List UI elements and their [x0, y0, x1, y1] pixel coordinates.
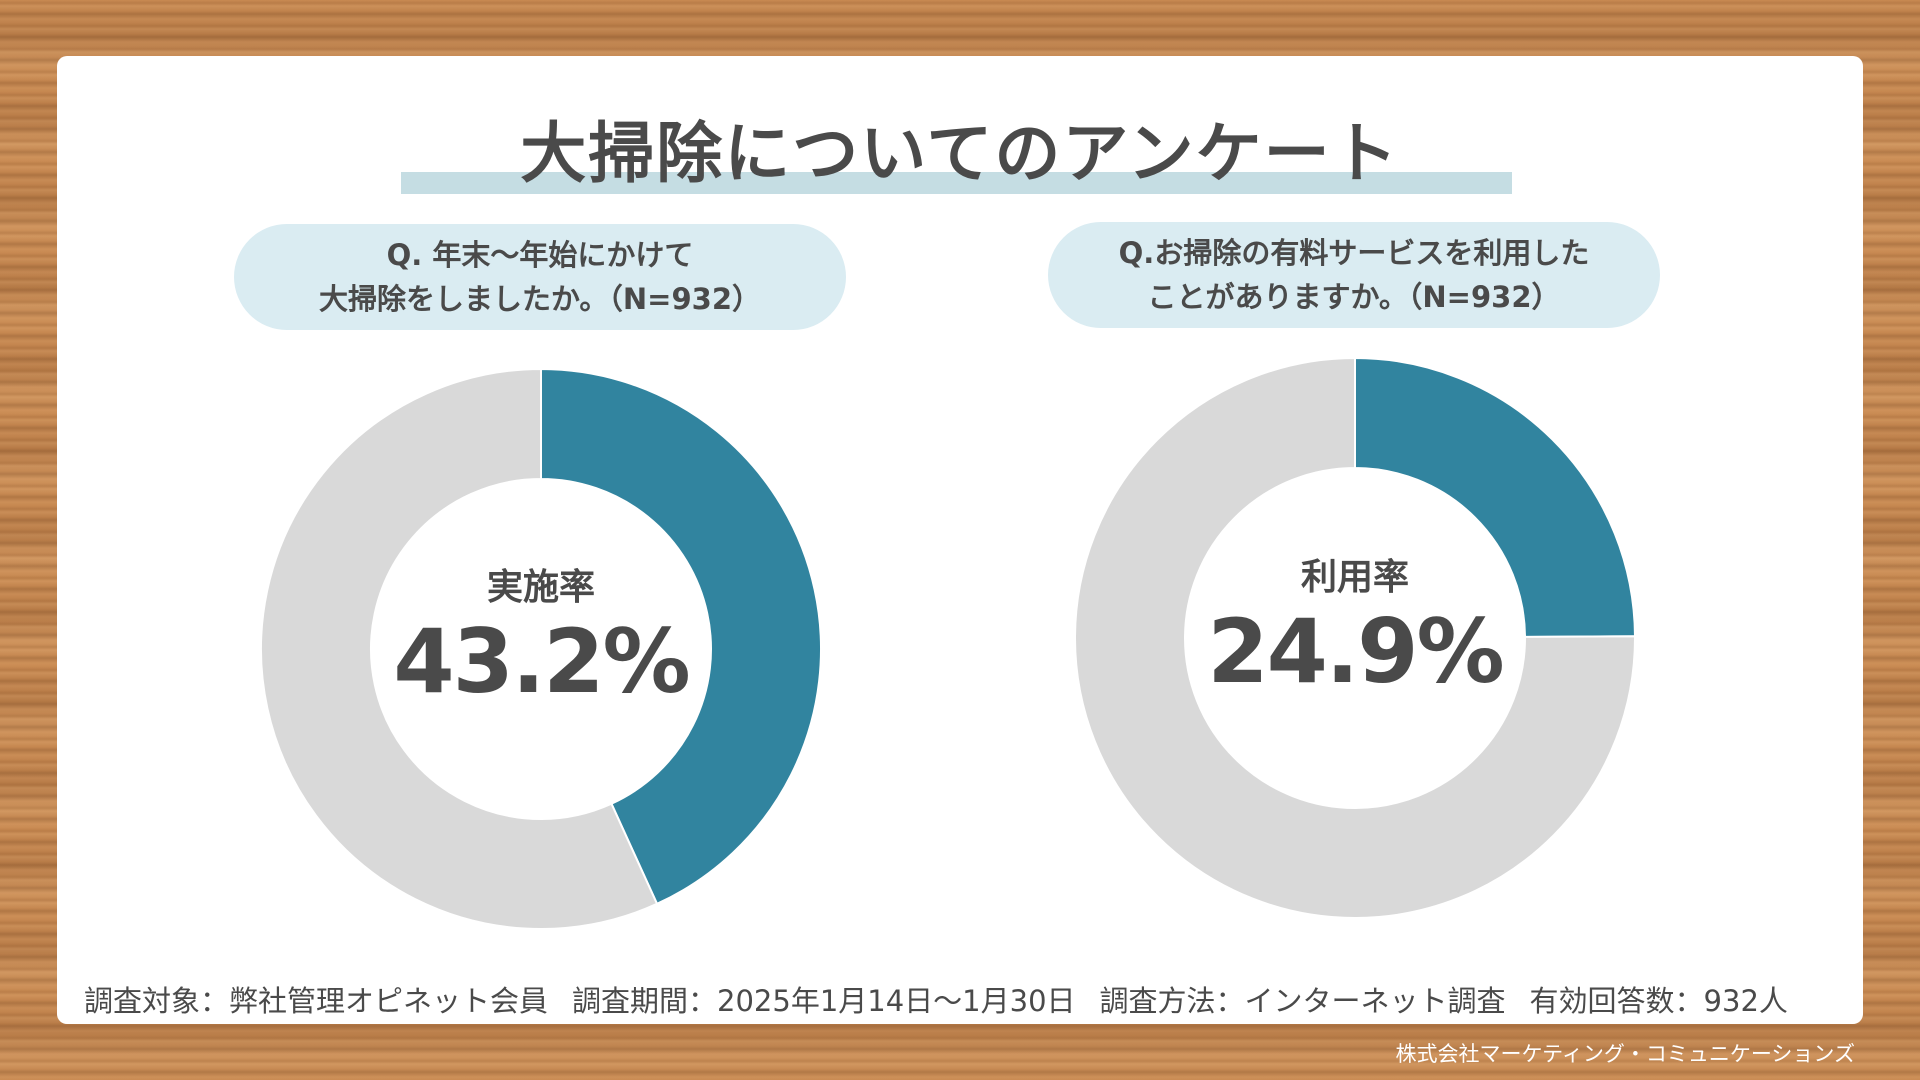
company-name: 株式会社マーケティング・コミュニケーションズ — [1395, 1042, 1855, 1066]
question-1-line-1: Q. 年末〜年始にかけて — [386, 238, 694, 272]
title-underline — [401, 172, 1512, 194]
donut-1-slice-2 — [260, 367, 659, 930]
question-2-line-1: Q.お掃除の有料サービスを利用した — [1118, 236, 1590, 270]
footer-period: 調査期間：2025年1月14日〜1月30日 — [572, 984, 1076, 1018]
donut-2-slice-1 — [1354, 356, 1637, 638]
question-2-line-2: ことがありますか。（N=932） — [1147, 280, 1561, 314]
question-bubble-1: Q. 年末〜年始にかけて 大掃除をしましたか。（N=932） — [234, 224, 846, 330]
donut-2-center-value: 24.9% — [1207, 600, 1504, 703]
footer-responses: 有効回答数：932人 — [1529, 984, 1788, 1018]
donut-chart-usage-rate — [1074, 356, 1637, 919]
donut-2-slice-2 — [1074, 356, 1636, 919]
survey-footer: 調査対象：弊社管理オピネット会員 調査期間：2025年1月14日〜1月30日 調査方… — [84, 978, 1812, 1020]
donut-1-center-value: 43.2% — [393, 610, 690, 713]
question-bubble-2: Q.お掃除の有料サービスを利用した ことがありますか。（N=932） — [1048, 222, 1660, 328]
question-1-line-2: 大掃除をしましたか。（N=932） — [318, 282, 762, 316]
footer-target: 調査対象：弊社管理オピネット会員 — [84, 984, 549, 1018]
page-title: 大掃除についてのアンケート — [520, 115, 1400, 192]
donut-chart-implementation-rate — [260, 367, 822, 930]
donut-1-slice-1 — [540, 367, 822, 906]
donut-1-center-label: 実施率 — [486, 567, 595, 608]
donut-2-center-label: 利用率 — [1300, 557, 1409, 598]
footer-method: 調査方法：インターネット調査 — [1099, 984, 1506, 1018]
